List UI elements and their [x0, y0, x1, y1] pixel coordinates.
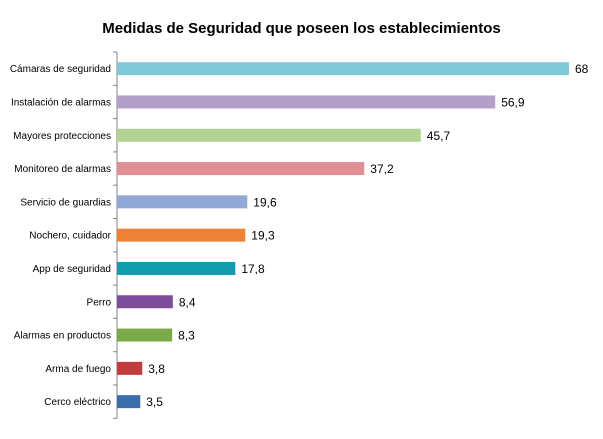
bar: [117, 295, 173, 309]
category-label: Arma de fuego: [45, 364, 111, 375]
category-label: Instalación de alarmas: [11, 97, 111, 108]
category-label: Perro: [87, 297, 112, 308]
data-label: 3,5: [146, 395, 163, 409]
data-label: 37,2: [370, 162, 394, 176]
category-label: Mayores protecciones: [13, 131, 111, 142]
bar: [117, 395, 141, 409]
data-label: 8,4: [179, 295, 196, 309]
data-label: 8,3: [178, 329, 195, 343]
category-label: Nochero, cuidador: [29, 231, 111, 242]
data-label: 45,7: [427, 129, 451, 143]
data-label: 19,3: [251, 229, 275, 243]
category-label: App de seguridad: [33, 264, 111, 275]
category-label: Alarmas en productos: [14, 331, 111, 342]
bar: [117, 361, 143, 375]
data-label: 68: [575, 62, 589, 76]
chart-title: Medidas de Seguridad que poseen los esta…: [102, 20, 501, 37]
data-label: 56,9: [501, 95, 525, 109]
bar: [117, 261, 236, 275]
category-label: Servicio de guardias: [20, 197, 111, 208]
data-label: 17,8: [241, 262, 265, 276]
bar: [117, 162, 365, 176]
data-label: 3,8: [148, 362, 165, 376]
bar: [117, 328, 173, 342]
category-label: Monitoreo de alarmas: [14, 164, 111, 175]
bar: [117, 95, 496, 109]
bar: [117, 128, 421, 142]
category-label: Cámaras de seguridad: [10, 64, 111, 75]
bar: [117, 228, 246, 242]
data-label: 19,6: [253, 195, 277, 209]
bar: [117, 195, 248, 209]
bar: [117, 62, 569, 76]
category-label: Cerco eléctrico: [44, 397, 111, 408]
